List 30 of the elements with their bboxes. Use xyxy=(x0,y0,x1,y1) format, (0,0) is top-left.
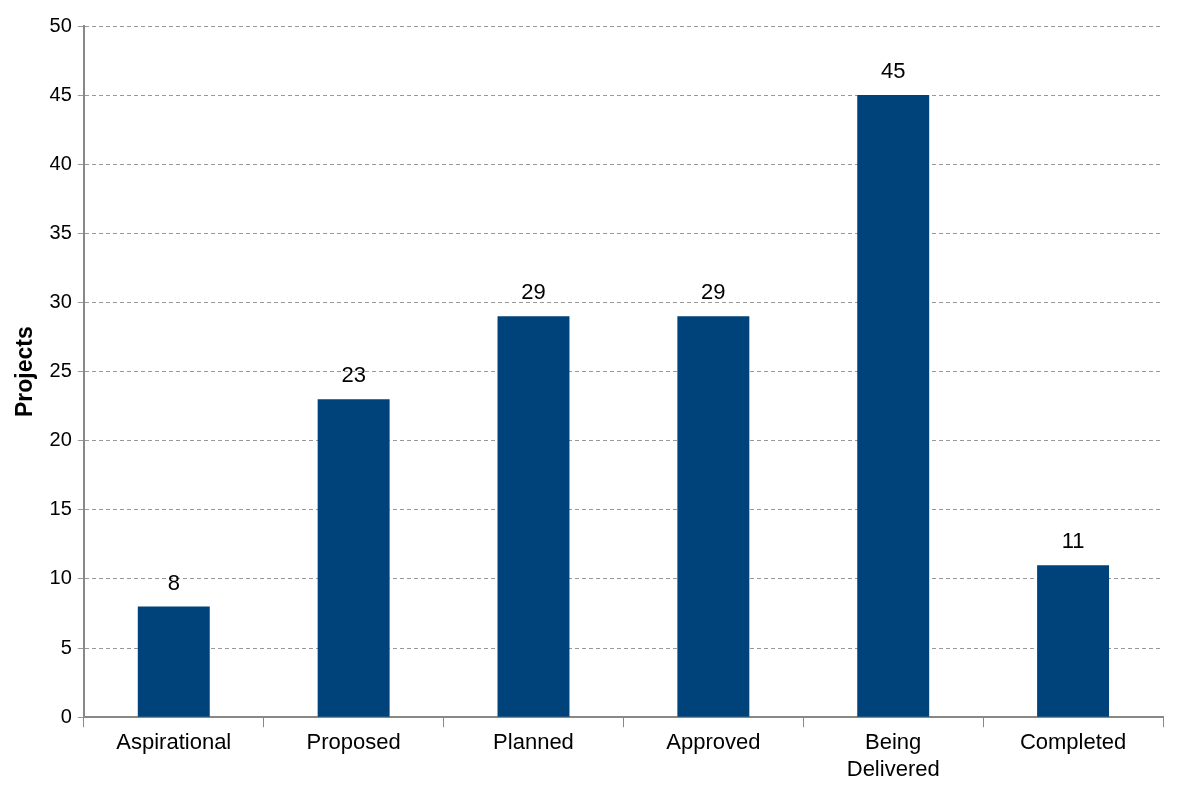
y-tick-label: 10 xyxy=(49,566,72,589)
y-tick-label: 45 xyxy=(49,82,72,105)
x-tick-label: Being Delivered xyxy=(846,729,940,781)
y-tick-label: 5 xyxy=(60,635,72,658)
data-label: 29 xyxy=(701,279,726,305)
bar xyxy=(137,606,210,717)
data-label: 8 xyxy=(167,569,180,595)
bar xyxy=(497,316,570,717)
y-tick-label: 50 xyxy=(49,13,72,36)
y-tick-label: 40 xyxy=(49,151,72,174)
data-label: 23 xyxy=(341,362,366,388)
bar xyxy=(677,316,750,717)
bar xyxy=(1037,565,1110,717)
data-label: 11 xyxy=(1061,528,1085,554)
x-tick-label: Proposed xyxy=(306,729,401,755)
x-tick-label: Completed xyxy=(1019,729,1127,755)
y-tick-label: 30 xyxy=(49,290,72,312)
y-axis-title: Projects xyxy=(11,326,38,417)
y-tick-label: 20 xyxy=(49,428,72,451)
x-tick-label: Approved xyxy=(666,729,761,755)
x-tick-label: Aspirational xyxy=(116,729,232,755)
bar xyxy=(857,95,930,717)
data-label: 29 xyxy=(521,279,546,305)
data-label: 45 xyxy=(880,58,906,84)
y-tick-label: 15 xyxy=(49,497,72,520)
y-tick-label: 35 xyxy=(49,220,72,243)
x-tick-label: Planned xyxy=(493,729,574,755)
y-tick-label: 0 xyxy=(60,704,72,727)
y-tick-label: 25 xyxy=(49,359,72,382)
bar xyxy=(317,399,390,717)
